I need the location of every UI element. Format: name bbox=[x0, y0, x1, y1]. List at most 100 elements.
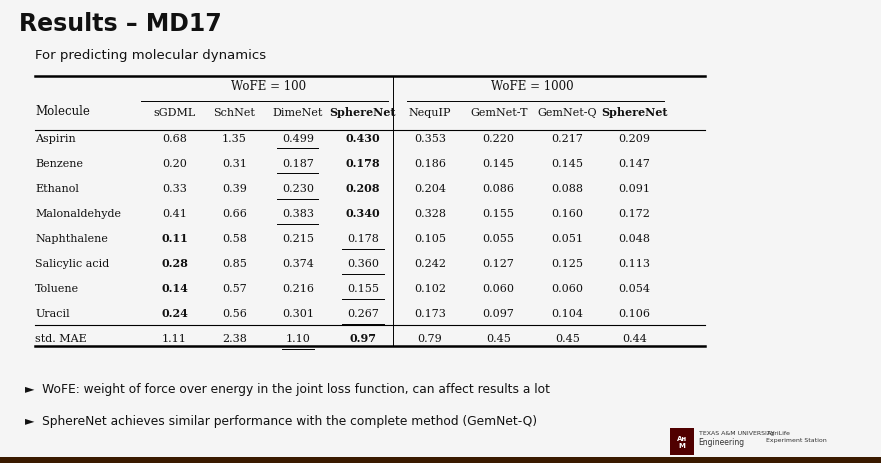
Text: 0.301: 0.301 bbox=[282, 308, 314, 319]
Text: WoFE = 1000: WoFE = 1000 bbox=[491, 80, 574, 93]
Bar bbox=[0, 457, 881, 463]
Text: ►  WoFE: weight of force over energy in the joint loss function, can affect resu: ► WoFE: weight of force over energy in t… bbox=[25, 382, 550, 395]
Text: 0.242: 0.242 bbox=[414, 258, 446, 269]
Text: 0.68: 0.68 bbox=[162, 133, 187, 144]
Text: 0.147: 0.147 bbox=[618, 158, 650, 169]
Text: Benzene: Benzene bbox=[35, 158, 83, 169]
Text: 0.220: 0.220 bbox=[483, 133, 515, 144]
Text: Malonaldehyde: Malonaldehyde bbox=[35, 208, 122, 219]
Text: 0.56: 0.56 bbox=[222, 308, 247, 319]
Text: 0.155: 0.155 bbox=[483, 208, 515, 219]
Text: 0.172: 0.172 bbox=[618, 208, 650, 219]
Text: 0.328: 0.328 bbox=[414, 208, 446, 219]
Text: For predicting molecular dynamics: For predicting molecular dynamics bbox=[35, 49, 266, 62]
Text: 0.088: 0.088 bbox=[552, 183, 583, 194]
Text: 0.178: 0.178 bbox=[347, 233, 379, 244]
Text: 0.102: 0.102 bbox=[414, 283, 446, 294]
Text: 0.383: 0.383 bbox=[282, 208, 314, 219]
Text: 0.230: 0.230 bbox=[282, 183, 314, 194]
Text: 0.58: 0.58 bbox=[222, 233, 247, 244]
Text: 0.091: 0.091 bbox=[618, 183, 650, 194]
Text: 0.127: 0.127 bbox=[483, 258, 515, 269]
Text: 0.66: 0.66 bbox=[222, 208, 247, 219]
Text: 0.24: 0.24 bbox=[161, 307, 188, 319]
Text: std. MAE: std. MAE bbox=[35, 333, 87, 344]
Text: 0.97: 0.97 bbox=[350, 332, 376, 344]
Text: 0.097: 0.097 bbox=[483, 308, 515, 319]
Text: 0.216: 0.216 bbox=[282, 283, 314, 294]
Text: 0.217: 0.217 bbox=[552, 133, 583, 144]
Text: 0.104: 0.104 bbox=[552, 308, 583, 319]
Text: 0.160: 0.160 bbox=[552, 208, 583, 219]
Text: 0.353: 0.353 bbox=[414, 133, 446, 144]
Text: 0.125: 0.125 bbox=[552, 258, 583, 269]
Text: 0.060: 0.060 bbox=[552, 283, 583, 294]
Text: 0.85: 0.85 bbox=[222, 258, 247, 269]
Text: 0.41: 0.41 bbox=[162, 208, 187, 219]
Text: SphereNet: SphereNet bbox=[329, 107, 396, 118]
Text: sGDML: sGDML bbox=[153, 108, 196, 118]
Text: Ethanol: Ethanol bbox=[35, 183, 79, 194]
Text: 0.430: 0.430 bbox=[345, 132, 381, 144]
FancyBboxPatch shape bbox=[670, 428, 694, 455]
Text: 0.11: 0.11 bbox=[161, 232, 188, 244]
Text: Engineering: Engineering bbox=[699, 437, 744, 445]
Text: SphereNet: SphereNet bbox=[601, 107, 668, 118]
Text: 0.086: 0.086 bbox=[483, 183, 515, 194]
Text: 0.31: 0.31 bbox=[222, 158, 247, 169]
Text: 0.060: 0.060 bbox=[483, 283, 515, 294]
Text: 0.79: 0.79 bbox=[418, 333, 442, 344]
Text: 0.187: 0.187 bbox=[282, 158, 314, 169]
Text: 0.360: 0.360 bbox=[347, 258, 379, 269]
Text: 0.209: 0.209 bbox=[618, 133, 650, 144]
Text: 0.054: 0.054 bbox=[618, 283, 650, 294]
Text: TEXAS A&M UNIVERSITY: TEXAS A&M UNIVERSITY bbox=[699, 430, 774, 435]
Text: 0.186: 0.186 bbox=[414, 158, 446, 169]
Text: Toluene: Toluene bbox=[35, 283, 79, 294]
Text: 0.055: 0.055 bbox=[483, 233, 515, 244]
Text: 0.33: 0.33 bbox=[162, 183, 187, 194]
Text: 0.267: 0.267 bbox=[347, 308, 379, 319]
Text: GemNet-Q: GemNet-Q bbox=[537, 108, 597, 118]
Text: Experiment Station: Experiment Station bbox=[766, 437, 827, 442]
Text: 1.11: 1.11 bbox=[162, 333, 187, 344]
Text: 0.113: 0.113 bbox=[618, 258, 650, 269]
Text: 0.208: 0.208 bbox=[345, 182, 381, 194]
Text: 0.178: 0.178 bbox=[345, 157, 381, 169]
Text: Naphthalene: Naphthalene bbox=[35, 233, 108, 244]
Text: 0.106: 0.106 bbox=[618, 308, 650, 319]
Text: Aʜ
M: Aʜ M bbox=[677, 435, 687, 448]
Text: 0.374: 0.374 bbox=[282, 258, 314, 269]
Text: 0.173: 0.173 bbox=[414, 308, 446, 319]
Text: DimeNet: DimeNet bbox=[272, 108, 323, 118]
Text: 0.45: 0.45 bbox=[486, 333, 511, 344]
Text: 0.57: 0.57 bbox=[222, 283, 247, 294]
Text: 0.105: 0.105 bbox=[414, 233, 446, 244]
Text: WoFE = 100: WoFE = 100 bbox=[231, 80, 307, 93]
Text: 1.35: 1.35 bbox=[222, 133, 247, 144]
Text: Molecule: Molecule bbox=[35, 105, 90, 118]
Text: 0.45: 0.45 bbox=[555, 333, 580, 344]
Text: GemNet-T: GemNet-T bbox=[470, 108, 528, 118]
Text: 0.28: 0.28 bbox=[161, 257, 188, 269]
Text: Uracil: Uracil bbox=[35, 308, 70, 319]
Text: SchNet: SchNet bbox=[213, 108, 255, 118]
Text: 0.499: 0.499 bbox=[282, 133, 314, 144]
Text: 0.145: 0.145 bbox=[483, 158, 515, 169]
Text: Results – MD17: Results – MD17 bbox=[19, 12, 222, 36]
Text: 0.155: 0.155 bbox=[347, 283, 379, 294]
Text: 0.145: 0.145 bbox=[552, 158, 583, 169]
Text: 0.340: 0.340 bbox=[345, 207, 381, 219]
Text: NequIP: NequIP bbox=[409, 108, 451, 118]
Text: 0.204: 0.204 bbox=[414, 183, 446, 194]
Text: 0.39: 0.39 bbox=[222, 183, 247, 194]
Text: Salicylic acid: Salicylic acid bbox=[35, 258, 109, 269]
Text: 0.14: 0.14 bbox=[161, 282, 188, 294]
Text: 2.38: 2.38 bbox=[222, 333, 247, 344]
Text: AgriLife: AgriLife bbox=[766, 430, 790, 435]
Text: ►  SphereNet achieves similar performance with the complete method (GemNet-Q): ► SphereNet achieves similar performance… bbox=[25, 414, 537, 427]
Text: Aspirin: Aspirin bbox=[35, 133, 76, 144]
Text: 0.051: 0.051 bbox=[552, 233, 583, 244]
Text: 1.10: 1.10 bbox=[285, 333, 310, 344]
Text: 0.215: 0.215 bbox=[282, 233, 314, 244]
